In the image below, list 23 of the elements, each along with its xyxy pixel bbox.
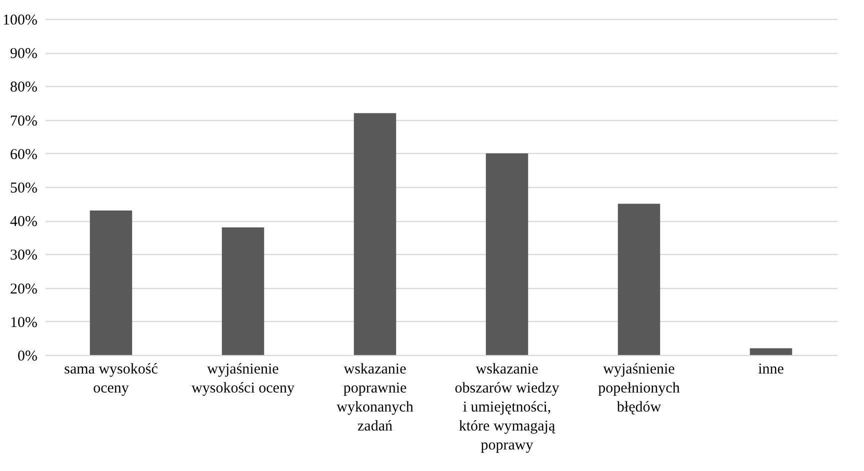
y-tick-label: 10% bbox=[10, 314, 38, 331]
y-tick-label: 90% bbox=[10, 46, 38, 62]
y-tick-label: 50% bbox=[10, 180, 38, 196]
bar bbox=[222, 227, 264, 355]
y-tick-label: 70% bbox=[10, 113, 38, 130]
y-tick-label: 100% bbox=[2, 12, 38, 28]
bar bbox=[618, 204, 660, 355]
x-tick-label: sama wysokość oceny bbox=[64, 362, 158, 396]
bar bbox=[90, 210, 132, 355]
y-tick-label: 20% bbox=[10, 281, 38, 298]
y-tick-label: 40% bbox=[10, 214, 38, 230]
bar bbox=[750, 348, 792, 355]
x-tick-label: wskazanie obszarów wiedzy i umiejętności, które wymagają poprawy bbox=[454, 362, 560, 454]
bar bbox=[354, 113, 396, 355]
x-tick-label: wyjaśnienie popełnionych błędów bbox=[598, 362, 680, 416]
y-tick-label: 30% bbox=[10, 248, 38, 264]
y-tick-label: 0% bbox=[18, 348, 38, 364]
y-tick-label: 80% bbox=[10, 80, 38, 96]
x-tick-label: wyjaśnienie wysokości oceny bbox=[192, 362, 295, 396]
x-tick-label: inne bbox=[758, 362, 784, 378]
bar bbox=[486, 153, 528, 355]
x-tick-label: wskazanie poprawnie wykonanych zadań bbox=[336, 362, 414, 434]
y-tick-label: 60% bbox=[10, 146, 38, 163]
